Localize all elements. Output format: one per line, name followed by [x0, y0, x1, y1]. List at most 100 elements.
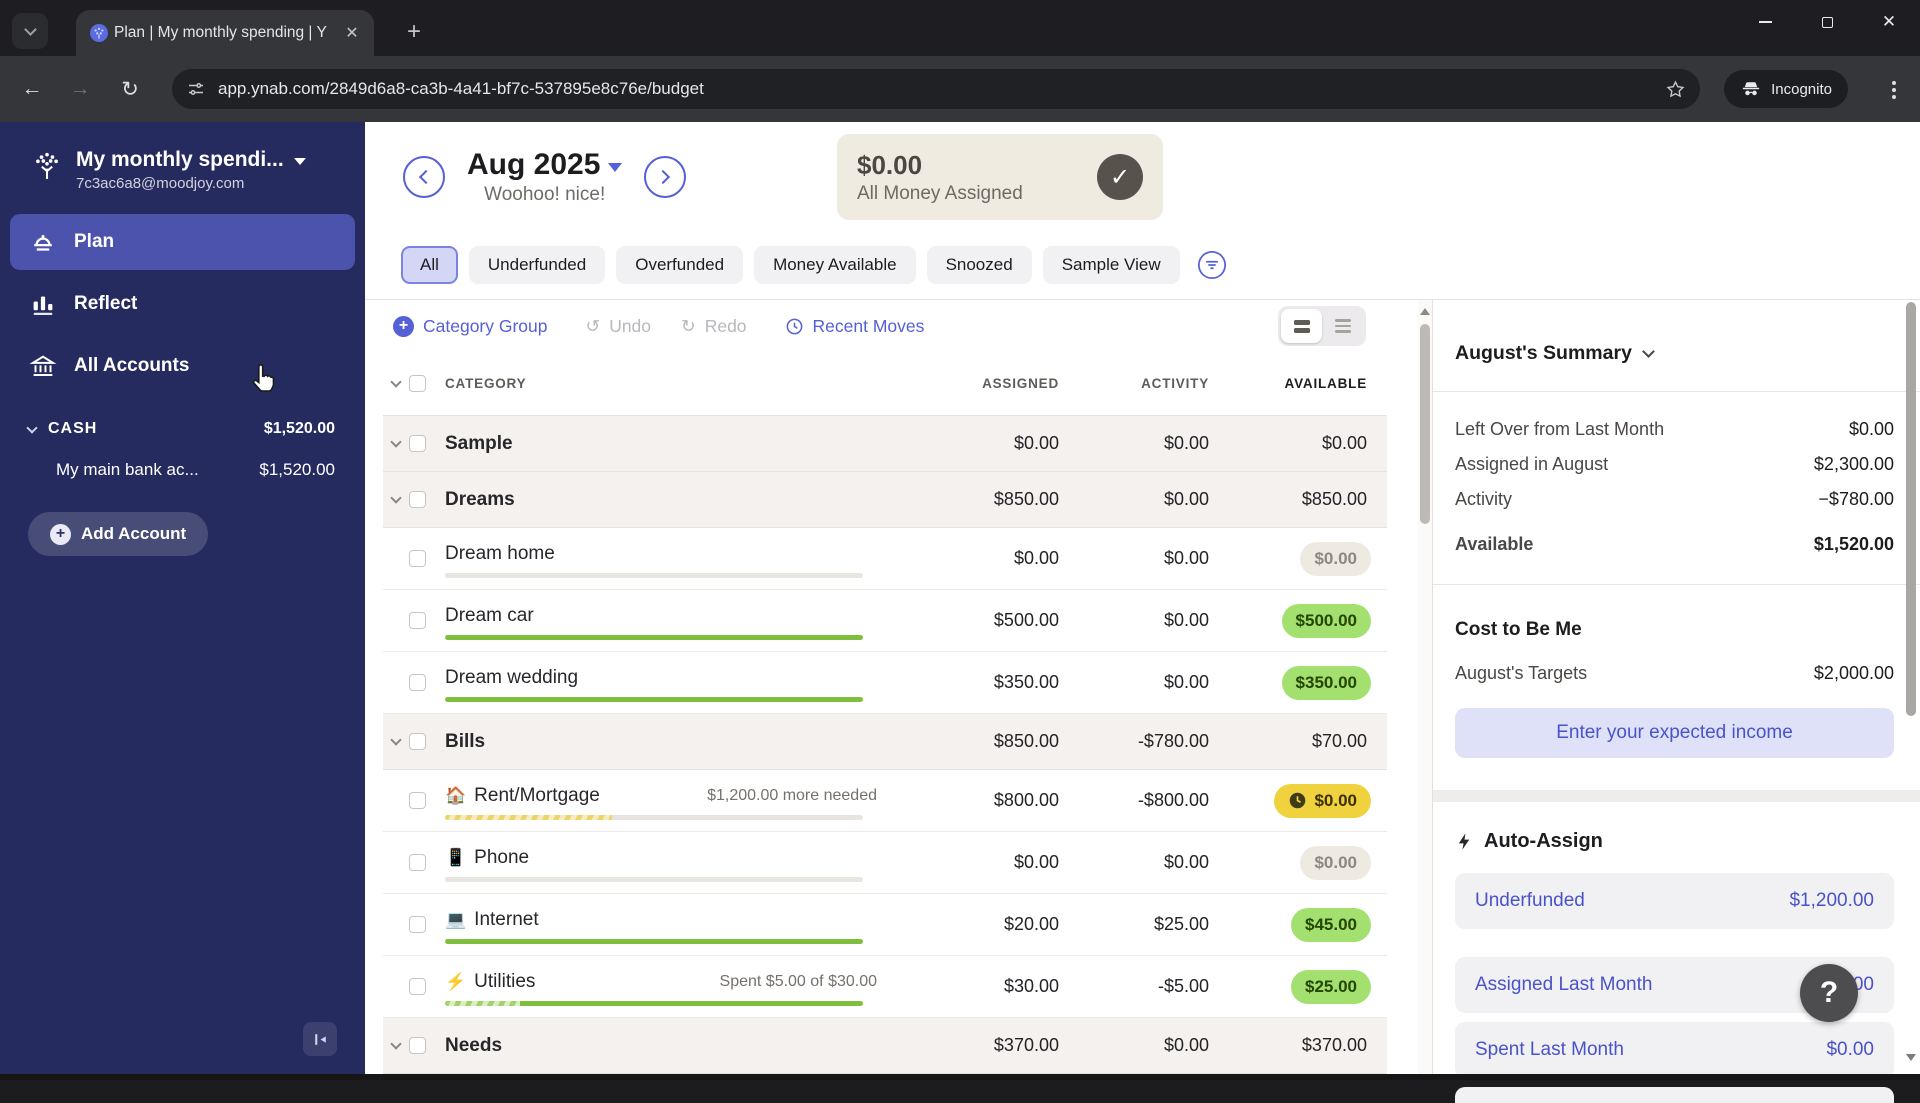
scroll-down-arrow-icon[interactable] — [1906, 1054, 1916, 1061]
group-assigned[interactable]: $370.00 — [993, 1035, 1059, 1055]
available-pill[interactable]: $500.00 — [1281, 603, 1371, 638]
previous-month-button[interactable] — [403, 156, 445, 198]
account-group-cash[interactable]: CASH $1,520.00 — [26, 420, 335, 438]
scroll-up-arrow-icon[interactable] — [1420, 308, 1430, 315]
detail-view-button[interactable] — [1281, 309, 1322, 343]
back-button[interactable]: ← — [21, 77, 43, 100]
category-checkbox[interactable] — [409, 674, 426, 691]
sidebar-item-reflect[interactable]: Reflect — [10, 276, 355, 332]
add-category-group-button[interactable]: + Category Group — [393, 315, 548, 337]
redo-button[interactable]: ↻ Redo — [681, 316, 747, 337]
collapse-sidebar-button[interactable] — [303, 1022, 337, 1056]
category-row[interactable]: ⚡ Utilities Spent $5.00 of $30.00 $30.00… — [383, 956, 1387, 1018]
group-checkbox[interactable] — [409, 1037, 426, 1054]
category-activity[interactable]: $0.00 — [1163, 610, 1209, 630]
auto-assign-header[interactable]: Auto-Assign — [1455, 802, 1894, 853]
scrollbar-thumb[interactable] — [1906, 302, 1916, 716]
bookmark-star-icon[interactable] — [1665, 79, 1686, 100]
available-pill[interactable]: $350.00 — [1281, 665, 1371, 700]
select-all-checkbox[interactable] — [409, 375, 426, 392]
category-group-row[interactable]: Bills $850.00 -$780.00 $70.00 — [383, 714, 1387, 770]
scrollbar-thumb[interactable] — [1420, 324, 1430, 524]
tab-close-button[interactable]: ✕ — [345, 25, 359, 42]
category-row[interactable]: Dream car $500.00 $0.00 $500.00 — [383, 590, 1387, 652]
category-checkbox[interactable] — [409, 978, 426, 995]
group-assigned[interactable]: $850.00 — [993, 731, 1059, 751]
account-row[interactable]: My main bank ac... $1,520.00 — [56, 460, 335, 480]
site-info-icon[interactable] — [186, 79, 206, 99]
maximize-button[interactable] — [1796, 0, 1858, 44]
recent-moves-button[interactable]: Recent Moves — [785, 316, 924, 337]
category-activity[interactable]: $0.00 — [1163, 672, 1209, 692]
available-pill[interactable]: $0.00 — [1300, 845, 1371, 880]
category-activity[interactable]: $0.00 — [1163, 548, 1209, 568]
category-row[interactable]: Dream wedding $350.00 $0.00 $350.00 — [383, 652, 1387, 714]
filter-tab-money-available[interactable]: Money Available — [754, 246, 916, 284]
category-row[interactable]: Dream home $0.00 $0.00 $0.00 — [383, 528, 1387, 590]
group-assigned[interactable]: $0.00 — [1013, 433, 1059, 453]
auto-assign-row-clipped[interactable] — [1455, 1087, 1894, 1103]
category-name[interactable]: Phone — [474, 847, 530, 868]
category-group-row[interactable]: Needs $370.00 $0.00 $370.00 — [383, 1018, 1387, 1074]
next-month-button[interactable] — [644, 156, 687, 198]
month-selector[interactable]: Aug 2025 — [467, 148, 623, 182]
category-row[interactable]: 📱 Phone $0.00 $0.00 $0.00 — [383, 832, 1387, 894]
filter-tab-sample-view[interactable]: Sample View — [1042, 246, 1180, 284]
category-assigned[interactable]: $800.00 — [993, 790, 1059, 810]
category-checkbox[interactable] — [409, 792, 426, 809]
auto-assign-row-spent-last-month[interactable]: Spent Last Month $0.00 — [1455, 1022, 1894, 1078]
category-checkbox[interactable] — [409, 550, 426, 567]
category-assigned[interactable]: $350.00 — [993, 672, 1059, 692]
category-name[interactable]: Dream wedding — [445, 667, 579, 688]
summary-header[interactable]: August's Summary — [1455, 300, 1894, 365]
category-activity[interactable]: -$5.00 — [1157, 976, 1209, 996]
category-activity[interactable]: -$800.00 — [1137, 790, 1209, 810]
category-assigned[interactable]: $20.00 — [1003, 914, 1059, 934]
category-assigned[interactable]: $30.00 — [1003, 976, 1059, 996]
available-pill[interactable]: $0.00 — [1274, 783, 1371, 818]
category-assigned[interactable]: $0.00 — [1013, 852, 1059, 872]
close-button[interactable]: ✕ — [1881, 12, 1897, 31]
compact-view-button[interactable] — [1322, 309, 1363, 343]
category-activity[interactable]: $0.00 — [1163, 852, 1209, 872]
category-name[interactable]: Rent/Mortgage — [474, 785, 600, 806]
filter-tab-overfunded[interactable]: Overfunded — [616, 246, 744, 284]
category-checkbox[interactable] — [409, 612, 426, 629]
category-row[interactable]: 💻 Internet $20.00 $25.00 $45.00 — [383, 894, 1387, 956]
minimize-button[interactable] — [1734, 0, 1796, 44]
group-assigned[interactable]: $850.00 — [993, 489, 1059, 509]
category-assigned[interactable]: $0.00 — [1013, 548, 1059, 568]
category-checkbox[interactable] — [409, 916, 426, 933]
available-pill[interactable]: $25.00 — [1291, 969, 1371, 1004]
category-row[interactable]: 🏠 Rent/Mortgage $1,200.00 more needed $8… — [383, 770, 1387, 832]
filter-tab-all[interactable]: All — [401, 246, 458, 284]
available-pill[interactable]: $45.00 — [1291, 907, 1371, 942]
category-name[interactable]: Dream car — [445, 605, 534, 626]
category-name[interactable]: Utilities — [474, 971, 536, 992]
tab-search-button[interactable] — [12, 13, 48, 49]
category-assigned[interactable]: $500.00 — [993, 610, 1059, 630]
browser-tab[interactable]: Plan | My monthly spending | Y ✕ — [76, 10, 374, 56]
category-name[interactable]: Dream home — [445, 543, 555, 564]
sidebar-item-plan[interactable]: Plan — [10, 214, 355, 271]
new-tab-button[interactable]: + — [406, 18, 421, 45]
group-checkbox[interactable] — [409, 435, 426, 452]
forward-button[interactable]: → — [69, 77, 91, 100]
add-account-button[interactable]: + Add Account — [28, 512, 209, 557]
sidebar-item-all-accounts[interactable]: All Accounts — [10, 338, 355, 394]
filter-tab-snoozed[interactable]: Snoozed — [926, 246, 1032, 284]
filter-icon[interactable] — [1197, 250, 1227, 280]
enter-expected-income-button[interactable]: Enter your expected income — [1455, 708, 1894, 758]
category-checkbox[interactable] — [409, 854, 426, 871]
browser-menu-button[interactable] — [1892, 78, 1896, 102]
auto-assign-row-underfunded[interactable]: Underfunded $1,200.00 — [1455, 873, 1894, 929]
category-activity[interactable]: $25.00 — [1153, 914, 1209, 934]
undo-button[interactable]: ↺ Undo — [586, 316, 652, 337]
panel-scrollbar[interactable] — [1906, 300, 1917, 1074]
collapse-all-button[interactable] — [383, 376, 409, 388]
category-group-row[interactable]: Dreams $850.00 $0.00 $850.00 — [383, 472, 1387, 528]
reload-button[interactable]: ↻ — [121, 77, 139, 101]
help-button[interactable]: ? — [1800, 964, 1858, 1022]
available-pill[interactable]: $0.00 — [1300, 541, 1371, 576]
address-bar[interactable]: app.ynab.com/2849d6a8-ca3b-4a41-bf7c-537… — [172, 69, 1700, 109]
